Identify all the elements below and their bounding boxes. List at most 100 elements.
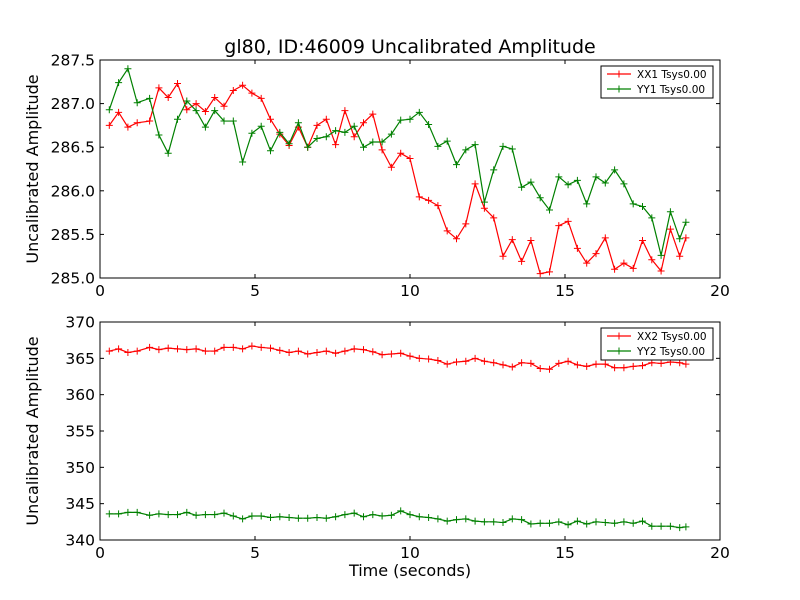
top-series-1-point [443, 227, 451, 235]
top-series-2-point [313, 134, 321, 142]
bottom-x-tick-label: 0 [95, 544, 105, 562]
top-series-1-point [611, 265, 619, 273]
top-series-2-point [406, 115, 414, 123]
top-series-1-point [527, 237, 535, 245]
top-legend-box [600, 65, 714, 99]
bottom-series-2-point [332, 513, 340, 521]
top-series-2-point [682, 218, 690, 226]
top-series-2-point [480, 198, 488, 206]
top-series-2-point [620, 180, 628, 188]
top-series-1-point [322, 115, 330, 123]
top-legend-marker [615, 85, 623, 93]
bottom-series-1-point [133, 347, 141, 355]
bottom-series-2-point [592, 518, 600, 526]
bottom-y-tick-label: 345 [65, 495, 95, 513]
bottom-series-1-point [480, 357, 488, 365]
bottom-series-1-point [434, 357, 442, 365]
top-y-tick-label: 286.5 [51, 139, 95, 157]
bottom-series-1-point [164, 344, 172, 352]
top-chart-title: gl80, ID:46009 Uncalibrated Amplitude [224, 36, 595, 58]
bottom-series-1-point [499, 361, 507, 369]
bottom-series-1-point [573, 361, 581, 369]
bottom-legend-label: YY2 Tsys0.00 [636, 346, 705, 358]
top-series-1-point [239, 81, 247, 89]
top-y-tick-label: 286.0 [51, 182, 95, 200]
bottom-series-1 [105, 342, 690, 373]
bottom-series-2-point [527, 520, 535, 528]
bottom-series-1-point [555, 359, 563, 367]
top-series-1-point [453, 235, 460, 243]
bottom-series-1-point [536, 365, 544, 373]
bottom-series-1-point [294, 347, 302, 355]
bottom-series-2-point [536, 519, 544, 527]
top-series-1-point [313, 121, 321, 129]
top-series-1-point [406, 155, 414, 163]
bottom-series-2-point [201, 511, 209, 519]
bottom-series-1-point [639, 362, 646, 370]
bottom-series-2-point [350, 509, 358, 517]
top-series-2-point [378, 138, 386, 146]
top-legend-label: XX1 Tsys0.00 [637, 69, 707, 81]
bottom-series-1-point [239, 345, 247, 353]
bottom-series-1-point [332, 349, 340, 357]
top-series-2-point [676, 235, 684, 243]
bottom-series-2-point [239, 515, 247, 523]
top-series-2-point [294, 119, 302, 127]
bottom-series-2-point [564, 521, 572, 529]
bottom-series-2-point [639, 517, 646, 525]
bottom-series-1-point [155, 346, 163, 354]
top-series-2-point [639, 202, 646, 210]
top-legend-label: YY1 Tsys0.00 [636, 84, 705, 96]
bottom-series-2-point [146, 511, 154, 519]
bottom-series-1-point [360, 346, 367, 354]
top-series-1-point [490, 214, 498, 222]
top-series-2-point [657, 251, 665, 259]
bottom-series-1-point [629, 362, 637, 370]
top-series-2-point [304, 143, 312, 151]
bottom-legend-label: XX2 Tsys0.00 [637, 331, 707, 343]
top-series-2-point [648, 214, 656, 222]
bottom-x-tick-label: 20 [710, 544, 730, 562]
bottom-series-1-point [387, 350, 395, 358]
bottom-series-2-point [434, 515, 442, 523]
top-series-2-point [611, 166, 619, 174]
bottom-series-1-point [257, 343, 265, 351]
bottom-series-1-point [425, 355, 433, 363]
bottom-legend-marker [615, 347, 623, 355]
bottom-series-1-point [583, 362, 591, 370]
top-series-1-point [555, 222, 563, 230]
top-series-2-point [527, 178, 535, 186]
bottom-series-1-point [601, 360, 609, 368]
bottom-legend-box [600, 327, 714, 361]
top-series-1-point [124, 123, 132, 131]
bottom-y-tick-label: 360 [65, 386, 95, 404]
bottom-legend-marker [615, 332, 623, 340]
top-y-tick-label: 285.0 [51, 270, 95, 288]
bottom-series-2-point [248, 512, 256, 520]
top-series-2-point [332, 127, 340, 135]
top-series-1-point [229, 87, 237, 95]
top-series-1-point [536, 270, 544, 278]
top-series-1-point [183, 106, 191, 114]
bottom-chart: 0 5 10 15 20 340 345 350 355 360 365 370 Uncalibrate… [23, 314, 730, 563]
bottom-x-tick-label: 15 [555, 544, 575, 562]
top-series-2-point [133, 99, 141, 107]
bottom-y-tick-label: 350 [65, 459, 95, 477]
bottom-series-1-point [657, 359, 665, 367]
top-series-1-point [583, 259, 591, 267]
top-series-2-point [508, 145, 516, 153]
top-series-1-point [378, 146, 386, 154]
top-series-1-point [639, 237, 646, 245]
top-series-2-point [490, 166, 498, 174]
top-series-1-point [480, 204, 488, 212]
top-series-2-point [239, 158, 247, 166]
top-x-tick-label: 5 [250, 282, 260, 300]
top-series-2-point [666, 208, 674, 216]
top-legend-marker [615, 70, 623, 78]
bottom-series-2-point [583, 520, 591, 528]
bottom-series-1-point [105, 347, 113, 355]
bottom-series-1-point [415, 354, 423, 362]
top-series-2-point [257, 122, 265, 130]
bottom-series-2-point [453, 516, 460, 524]
